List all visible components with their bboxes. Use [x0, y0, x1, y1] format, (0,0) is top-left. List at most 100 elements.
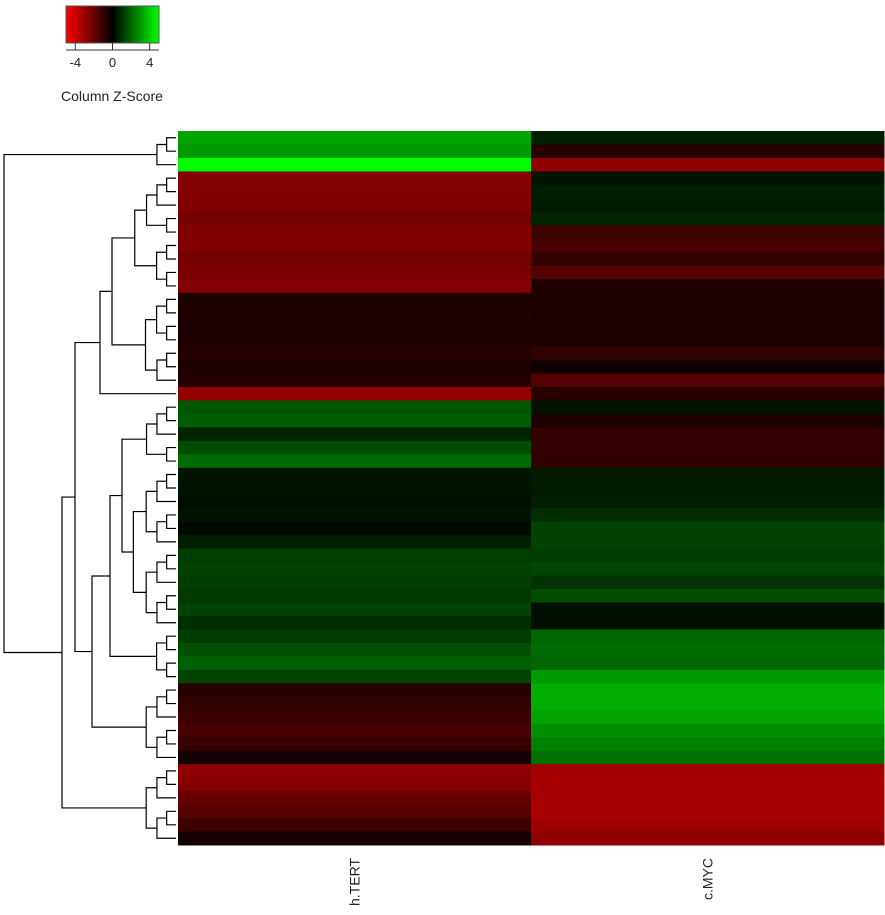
- heatmap-cells: [178, 131, 885, 846]
- dendrogram-branch: [166, 554, 176, 570]
- heatmap-cell: [531, 791, 885, 806]
- heatmap-cell: [531, 656, 885, 671]
- heatmap-cell: [178, 710, 532, 725]
- heatmap-cell: [178, 400, 532, 415]
- heatmap-cell: [178, 386, 532, 401]
- dendrogram-branch: [145, 787, 157, 829]
- heatmap-cell: [531, 225, 885, 240]
- heatmap-cell: [531, 764, 885, 779]
- column-label: h.TERT: [347, 858, 363, 906]
- heatmap-cell: [178, 198, 532, 213]
- heatmap-cell: [531, 252, 885, 267]
- heatmap-cell: [178, 508, 532, 523]
- color-key-tick-label: 4: [146, 55, 153, 70]
- heatmap-cell: [178, 144, 532, 159]
- heatmap-cell: [178, 131, 532, 145]
- heatmap-cell: [531, 198, 885, 213]
- heatmap-cell: [178, 575, 532, 590]
- dendrogram-branch: [145, 706, 157, 748]
- heatmap-cell: [531, 265, 885, 280]
- heatmap-cell: [531, 602, 885, 617]
- heatmap-cell: [178, 413, 532, 428]
- heatmap-cell: [531, 804, 885, 819]
- color-key-tick-label: -4: [70, 55, 82, 70]
- color-key-tick-label: 0: [109, 55, 116, 70]
- heatmap-cell: [531, 831, 885, 846]
- heatmap-cell: [531, 413, 885, 428]
- heatmap-cell: [531, 292, 885, 307]
- heatmap-cell: [531, 723, 885, 738]
- heatmap-cell: [531, 184, 885, 199]
- heatmap-cell: [178, 279, 532, 294]
- heatmap-cell: [178, 548, 532, 563]
- dendrogram-branch: [156, 305, 167, 334]
- heatmap-cell: [531, 440, 885, 455]
- heatmap-cell: [531, 535, 885, 550]
- heatmap-cell: [531, 737, 885, 752]
- heatmap-cell: [531, 427, 885, 442]
- heatmap-cell: [178, 306, 532, 321]
- dendrogram-branch: [166, 298, 176, 314]
- heatmap-cell: [531, 521, 885, 536]
- heatmap-cell: [178, 440, 532, 455]
- heatmap-cell: [531, 629, 885, 644]
- dendrogram-branch: [166, 244, 176, 260]
- dendrogram-branch: [166, 177, 176, 193]
- heatmap-cell: [531, 467, 885, 482]
- heatmap-cell: [531, 710, 885, 725]
- heatmap-cell: [178, 562, 532, 577]
- dendrogram-branch: [132, 510, 147, 594]
- heatmap-cell: [531, 346, 885, 361]
- heatmap-cell: [178, 184, 532, 199]
- heatmap-cell: [531, 238, 885, 253]
- dendrogram-branch: [166, 595, 176, 610]
- heatmap-cell: [531, 481, 885, 496]
- dendrogram-branch: [111, 237, 146, 346]
- heatmap-cell: [531, 454, 885, 469]
- row-dendrogram: [3, 137, 176, 839]
- heatmap-cell: [178, 750, 532, 765]
- dendrogram-branch: [166, 406, 176, 422]
- heatmap-cell: [531, 683, 885, 698]
- color-key-title: Column Z-Score: [61, 88, 163, 104]
- dendrogram-branch: [156, 642, 167, 671]
- dendrogram-branch: [166, 514, 176, 530]
- heatmap-cell: [178, 656, 532, 671]
- heatmap-cell: [531, 494, 885, 509]
- heatmap-cell: [531, 386, 885, 401]
- heatmap-cell: [531, 696, 885, 711]
- heatmap-cell: [178, 521, 532, 536]
- heatmap-cell: [531, 589, 885, 604]
- dendrogram-branch: [145, 571, 157, 614]
- dendrogram-branch: [166, 352, 176, 368]
- heatmap-cell: [178, 777, 532, 792]
- heatmap-cell: [178, 360, 532, 374]
- heatmap-cell: [178, 602, 532, 617]
- heatmap-cell: [531, 669, 885, 684]
- heatmap-cell: [178, 171, 532, 186]
- heatmap-cell: [531, 373, 885, 388]
- dendrogram-branch: [156, 251, 167, 280]
- heatmap-cell: [178, 629, 532, 644]
- heatmap-cell: [178, 615, 532, 630]
- heatmap-cell: [531, 548, 885, 563]
- heatmap-cell: [531, 400, 885, 415]
- heatmap-cell: [178, 535, 532, 550]
- color-key: -4 0 4 Column Z-Score: [61, 5, 163, 104]
- heatmap-cell: [531, 157, 885, 172]
- dendrogram-branch: [166, 729, 176, 745]
- heatmap-cell: [178, 292, 532, 307]
- heatmap-cell: [531, 575, 885, 590]
- heatmap-cell: [531, 131, 885, 145]
- heatmap-cell: [178, 346, 532, 361]
- heatmap-cell: [531, 562, 885, 577]
- dendrogram-branch: [144, 319, 157, 371]
- heatmap-cell: [531, 508, 885, 523]
- heatmap-cell: [531, 319, 885, 334]
- heatmap-cell: [178, 804, 532, 819]
- dendrogram-branch: [3, 153, 157, 654]
- heatmap-cell: [178, 454, 532, 469]
- heatmap-cell: [531, 777, 885, 792]
- heatmap-cell: [531, 171, 885, 186]
